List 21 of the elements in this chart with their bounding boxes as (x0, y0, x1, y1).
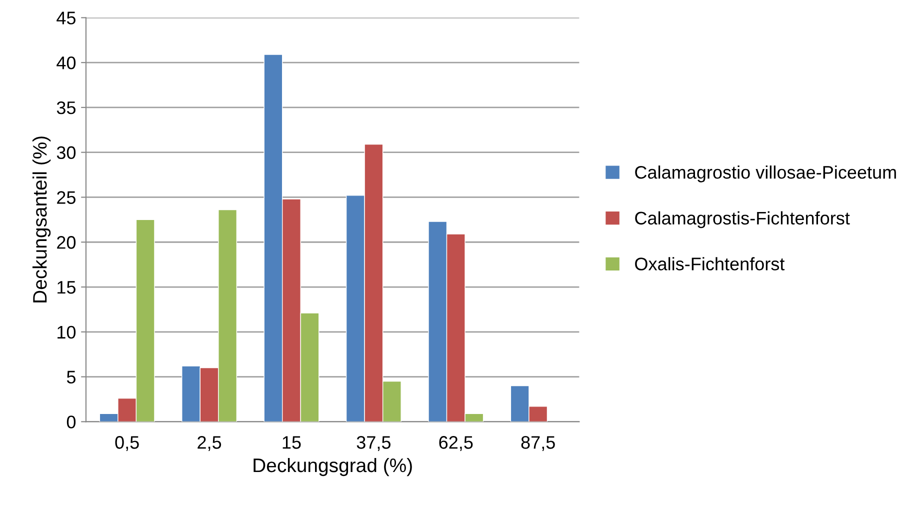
legend-label: Calamagrostis-Fichtenforst (635, 211, 850, 228)
x-tick-label: 37,5 (356, 436, 391, 451)
x-tick-label: 15 (282, 436, 301, 449)
x-tick-label: 0,5 (115, 436, 139, 451)
y-tick-label: 0 (66, 416, 76, 428)
x-axis-title: Deckungsgrad (%) (254, 458, 412, 476)
x-tick-label: 2,5 (198, 436, 222, 451)
y-tick-label: 15 (58, 281, 76, 294)
y-tick-label: 35 (56, 101, 76, 114)
y-axis-title: Deckungsanteil (%) (32, 136, 51, 302)
y-tick-label: 30 (56, 146, 76, 160)
y-tick-label: 45 (56, 12, 76, 24)
x-tick-label: 87,5 (521, 436, 555, 451)
y-tick-label: 5 (66, 370, 76, 384)
legend-label: Oxalis-Fichtenforst (635, 257, 785, 270)
y-tick-label: 20 (57, 236, 76, 249)
y-tick-label: 40 (56, 56, 76, 70)
y-tick-label: 10 (58, 326, 76, 339)
x-tick-label: 62,5 (439, 436, 473, 451)
y-tick-label: 25 (57, 191, 76, 204)
legend-label: Calamagrostio villosae-Piceetum (635, 165, 896, 182)
